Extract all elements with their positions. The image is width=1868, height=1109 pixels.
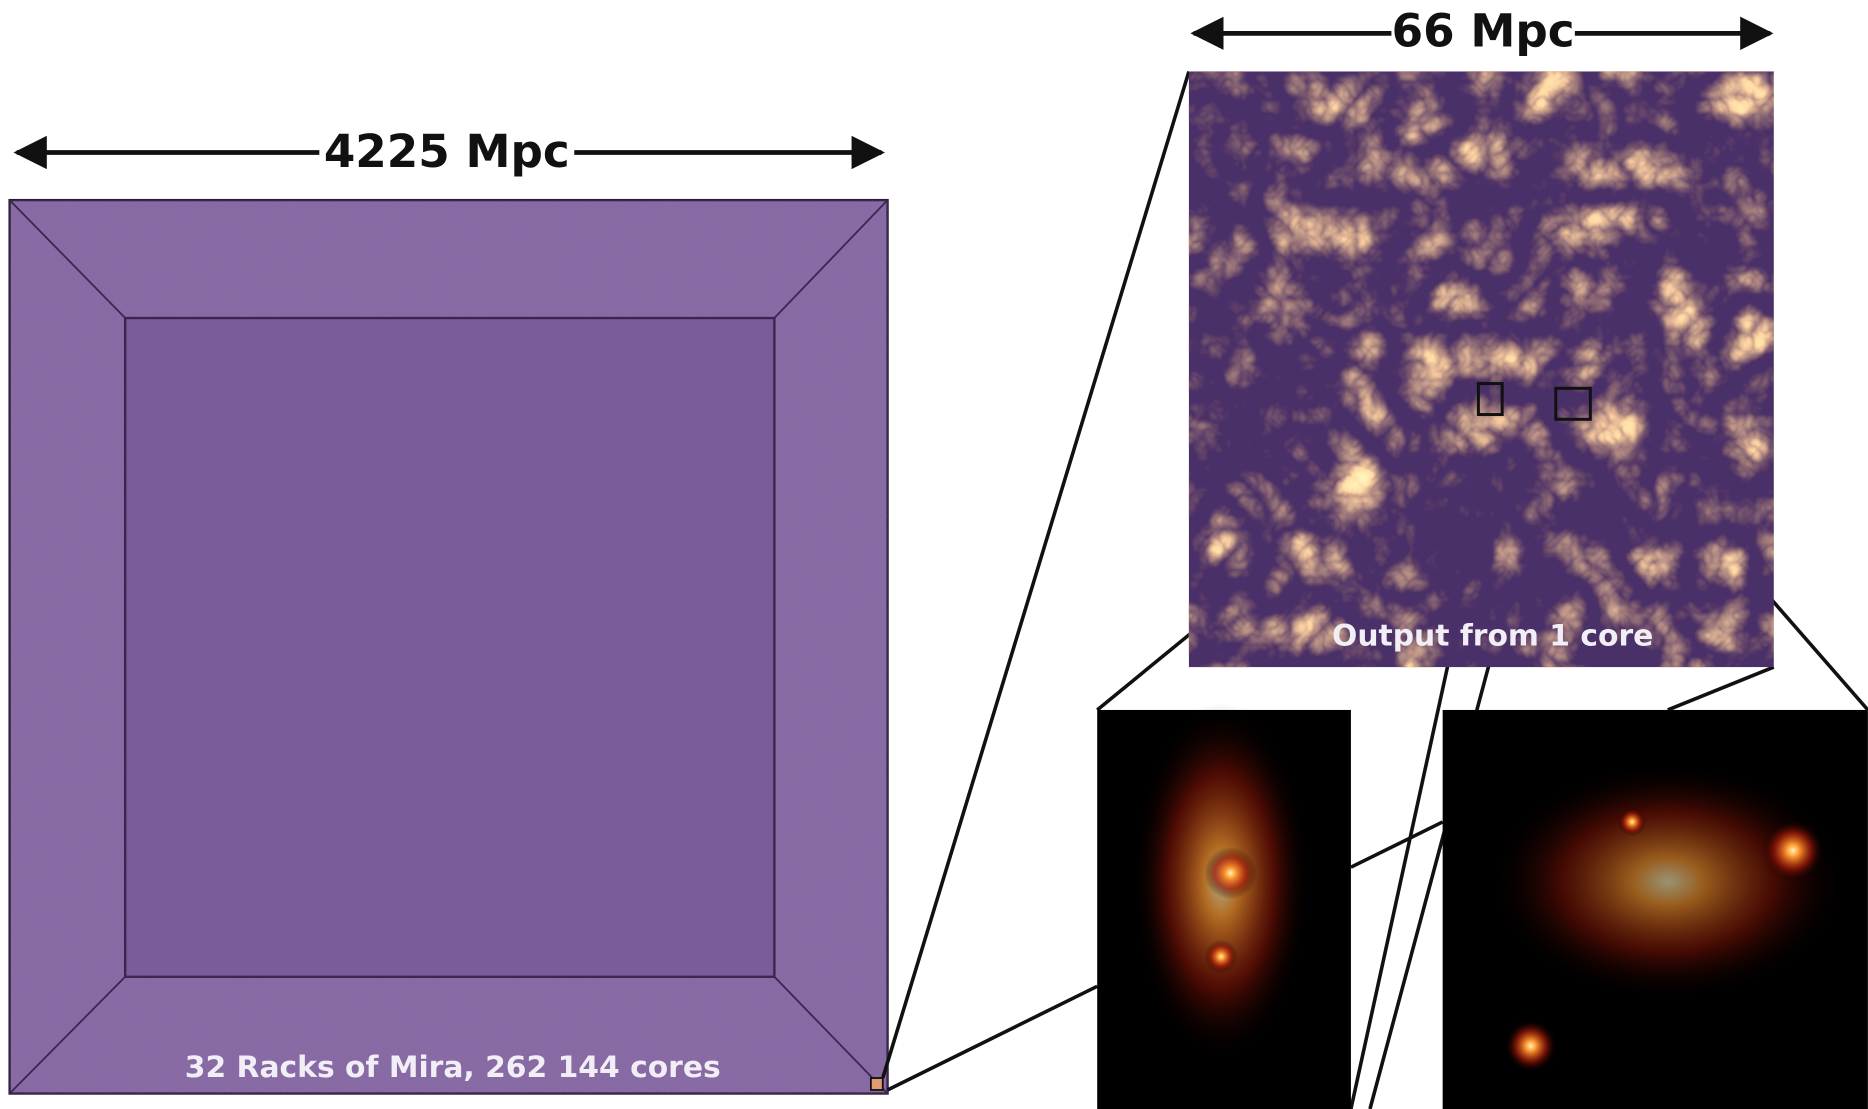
dimension-arrow: 4225 Mpc: [17, 125, 882, 178]
dimension-arrow: 66 Mpc: [1194, 4, 1771, 57]
halo-zoom: [1097, 703, 1351, 1109]
full-volume: [10, 200, 888, 1093]
halo-zoom: [1443, 710, 1868, 1109]
caption: 32 Racks of Mira, 262 144 cores: [185, 1050, 721, 1085]
page: 4225 Mpc 66 Mpc 32 Racks of Mira,: [0, 0, 1868, 1109]
figure: 4225 Mpc 66 Mpc 32 Racks of Mira,: [0, 0, 1868, 1109]
caption: Output from 1 core: [1332, 619, 1653, 654]
width-label: 66 Mpc: [1392, 4, 1575, 57]
width-label: 4225 Mpc: [324, 125, 570, 178]
single-core-volume: [1189, 71, 1774, 667]
